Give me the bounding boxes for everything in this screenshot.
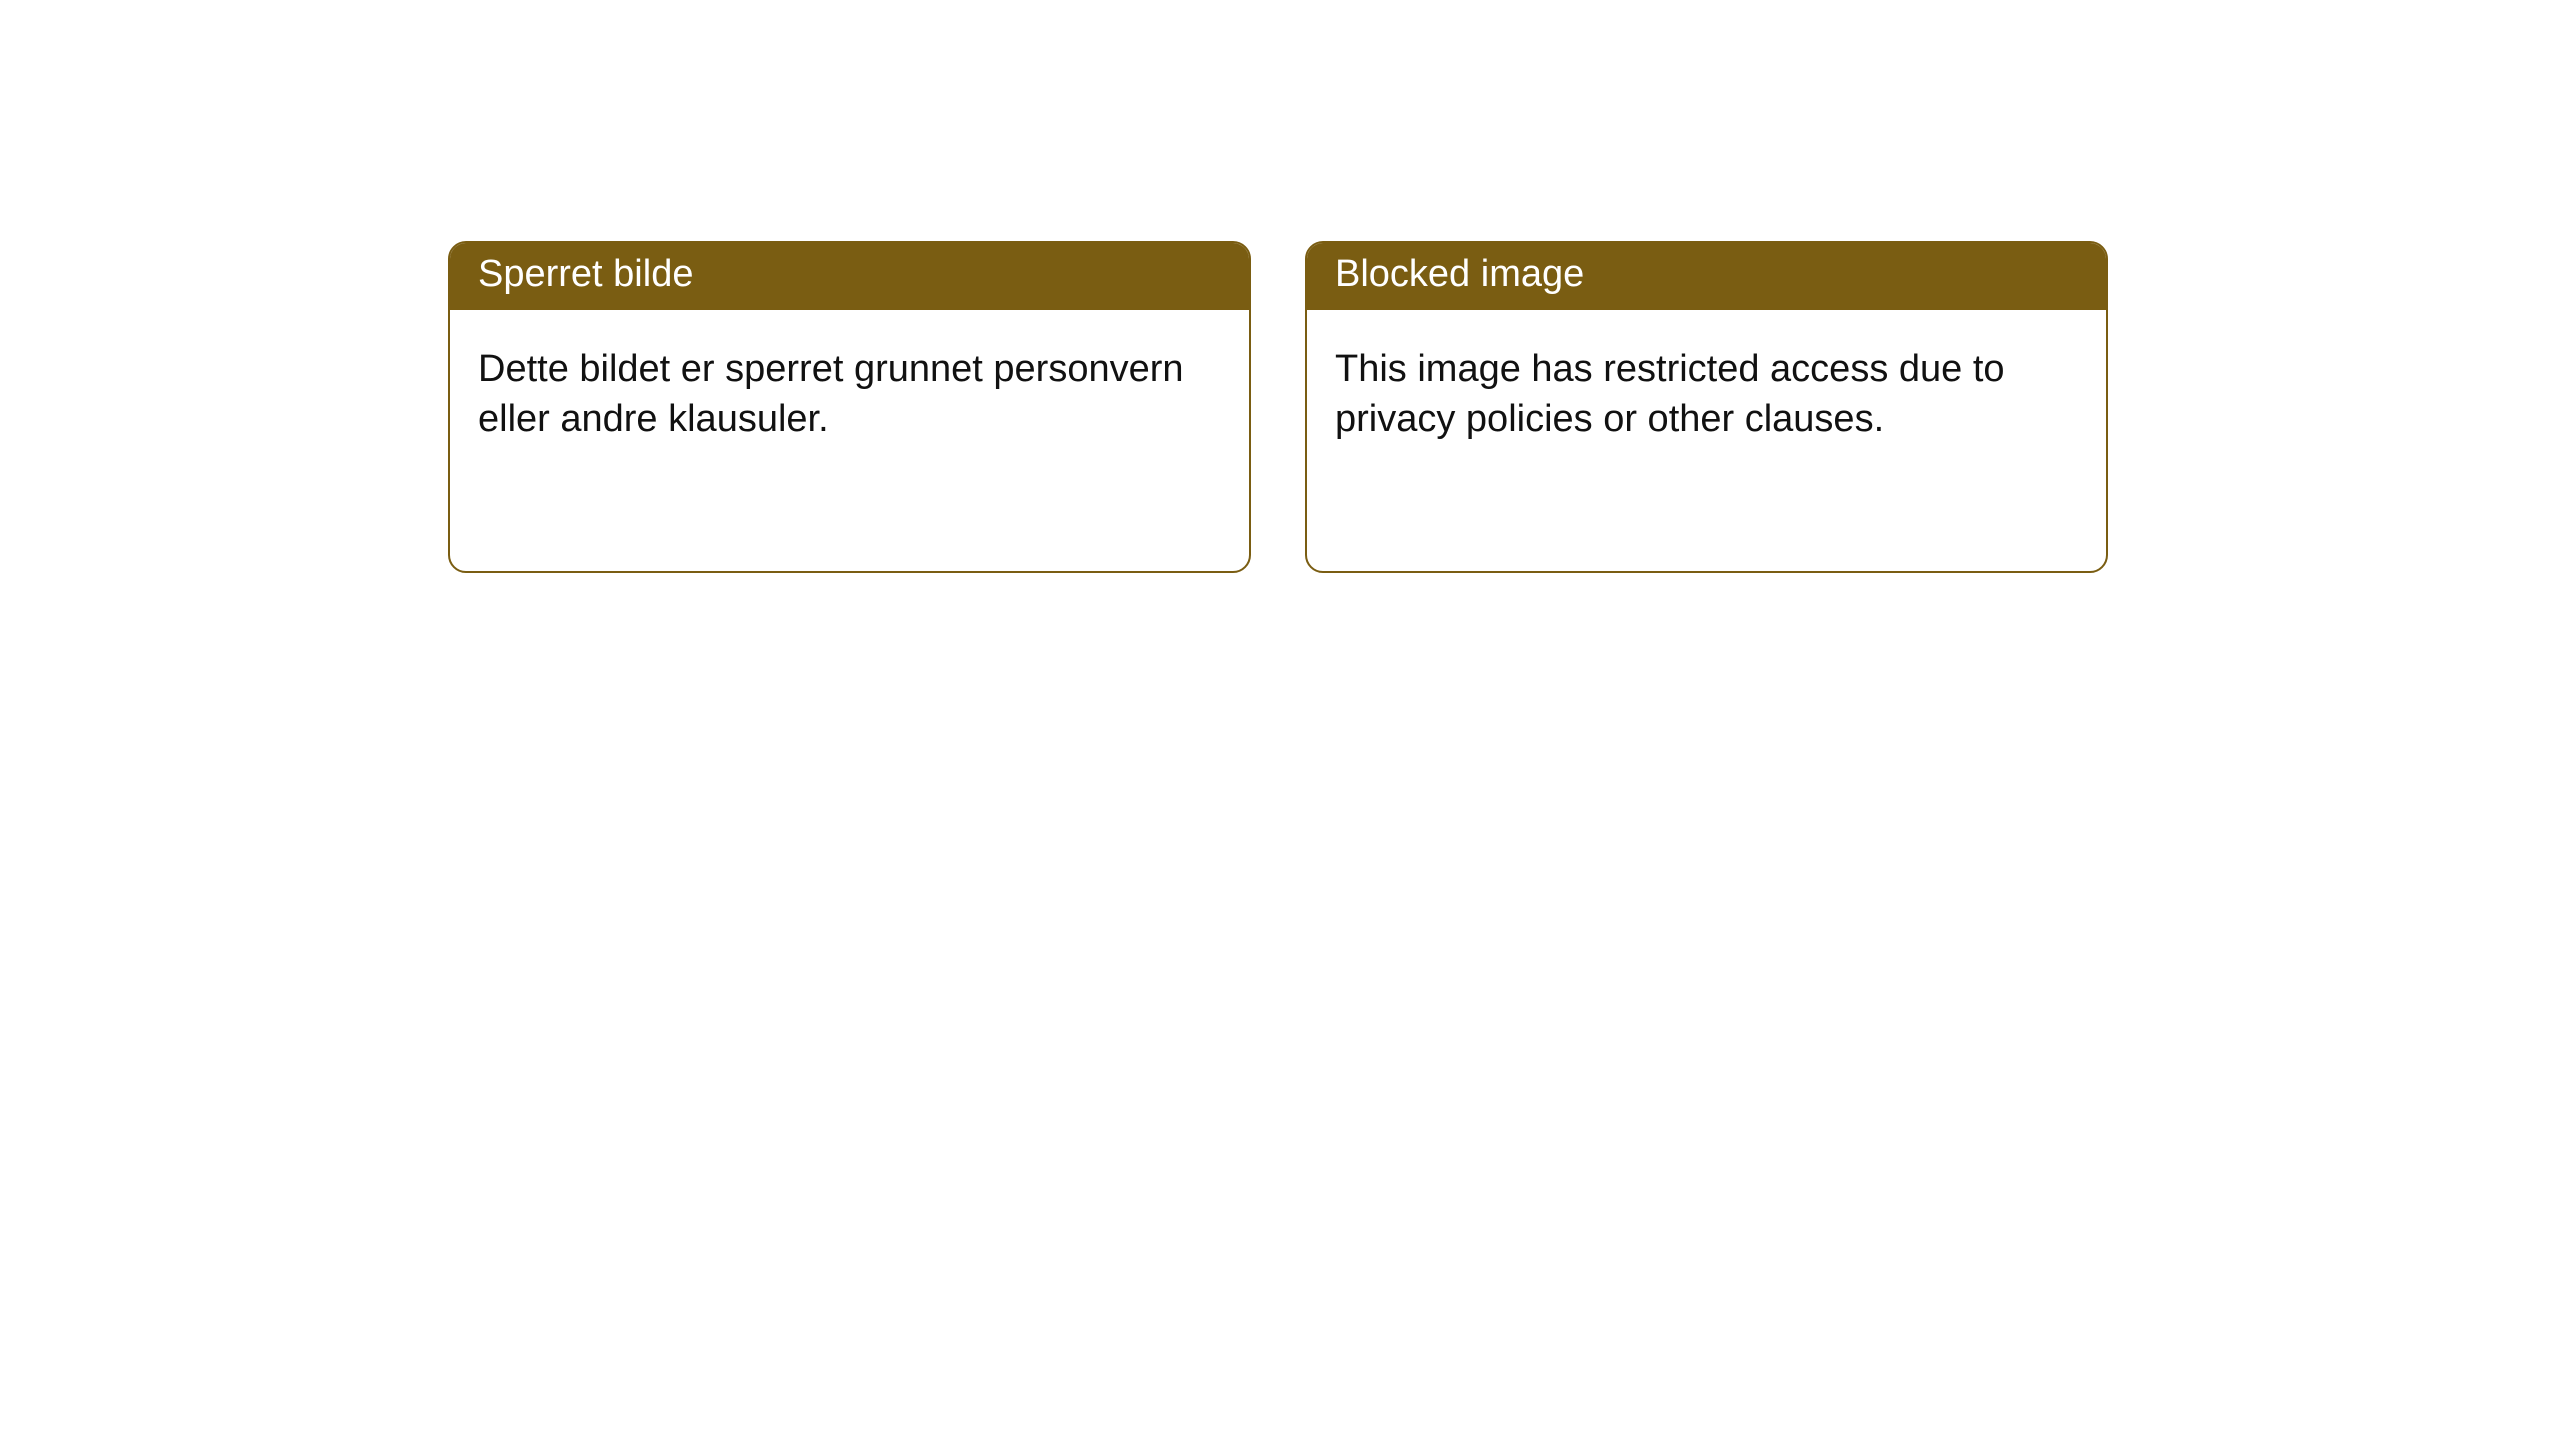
card-title: Sperret bilde xyxy=(450,243,1249,310)
card-title: Blocked image xyxy=(1307,243,2106,310)
card-body-text: This image has restricted access due to … xyxy=(1307,310,2106,465)
notice-card-english: Blocked image This image has restricted … xyxy=(1305,241,2108,573)
notice-card-norwegian: Sperret bilde Dette bildet er sperret gr… xyxy=(448,241,1251,573)
notice-container: Sperret bilde Dette bildet er sperret gr… xyxy=(0,0,2560,573)
card-body-text: Dette bildet er sperret grunnet personve… xyxy=(450,310,1249,465)
